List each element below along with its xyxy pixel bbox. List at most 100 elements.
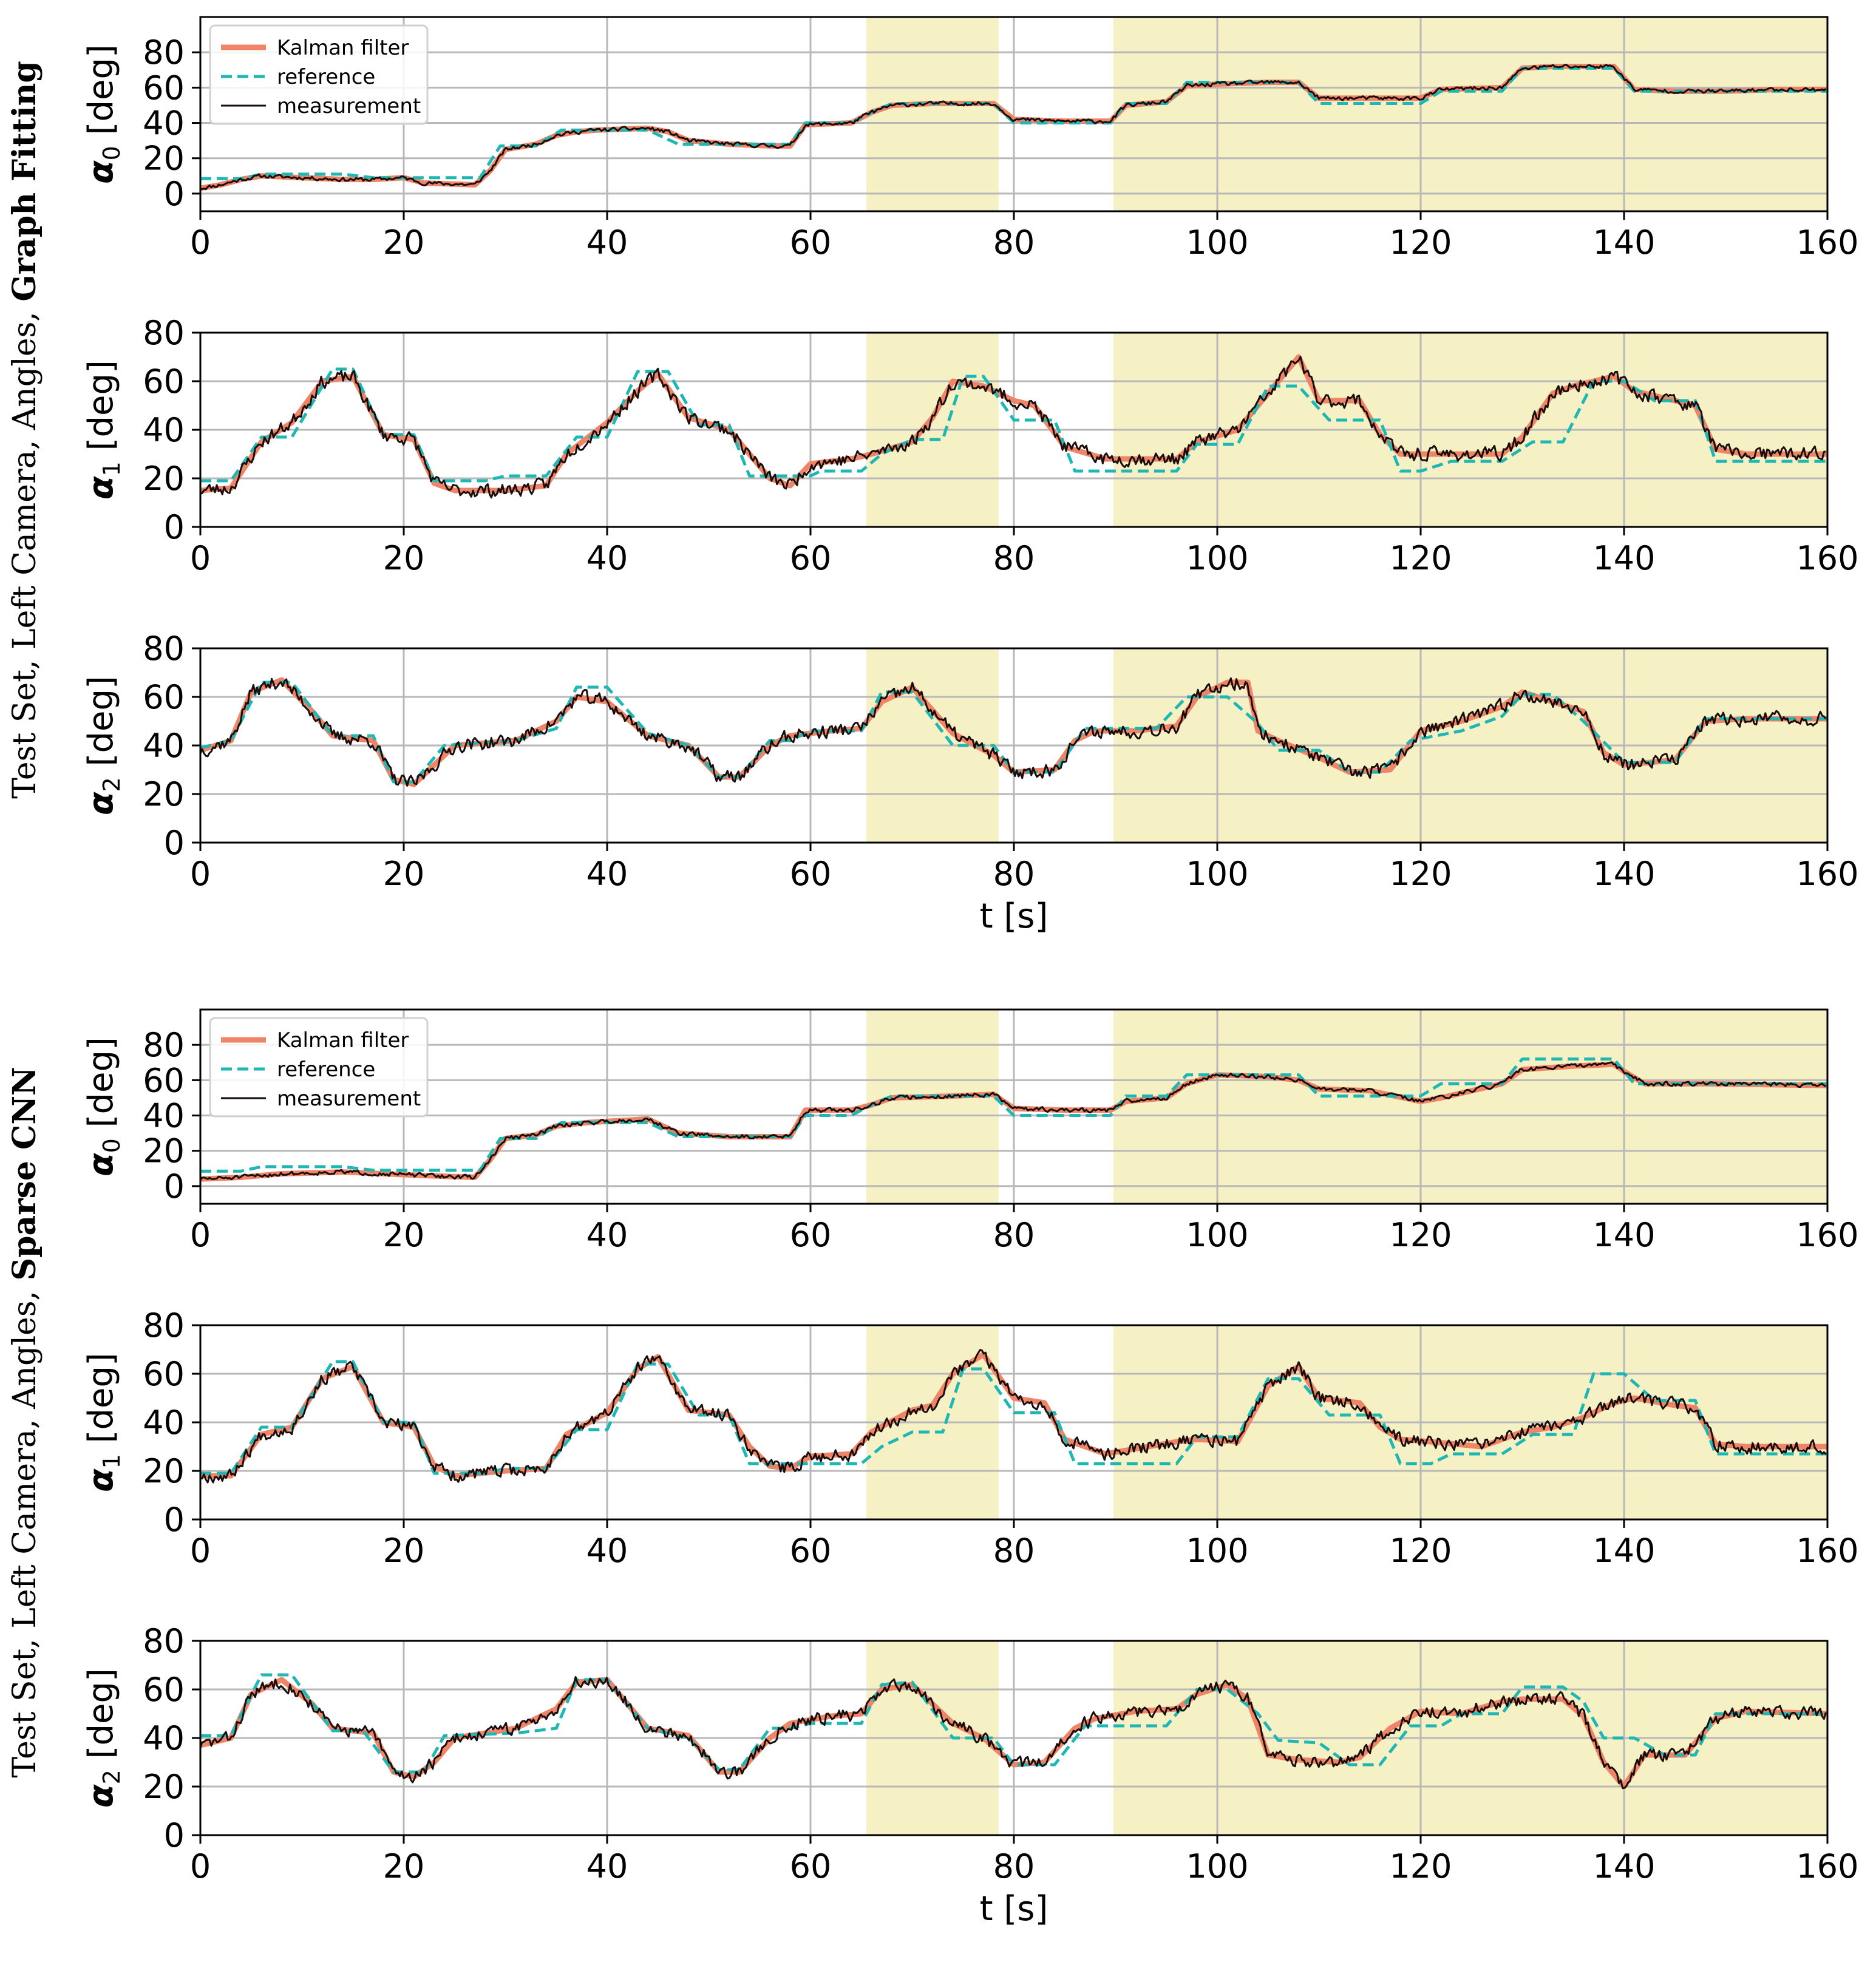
series-measurement <box>200 356 1826 499</box>
y-tick-label: 80 <box>143 1622 185 1660</box>
x-tick-label: 40 <box>586 223 628 262</box>
series-group <box>200 354 1827 499</box>
x-tick-label: 100 <box>1186 539 1248 577</box>
x-tick-label: 60 <box>790 1847 832 1886</box>
x-tick-label: 0 <box>190 855 211 893</box>
x-tick-label: 120 <box>1389 539 1452 577</box>
x-tick-label: 40 <box>586 855 628 893</box>
y-tick-label: 0 <box>164 508 185 546</box>
y-axis-label: α2 [deg] <box>81 1668 125 1808</box>
x-tick-label: 160 <box>1796 539 1858 577</box>
legend-label-reference: reference <box>277 1057 375 1082</box>
legend-label-kalman: Kalman filter <box>277 1028 409 1053</box>
x-axis-label: t [s] <box>980 1889 1048 1929</box>
y-tick-label: 80 <box>143 630 185 668</box>
panel-5: 0 20 40 60 80 100 120 140 160 0 20 40 60 80 α1 [deg] <box>81 1306 1859 1570</box>
y-tick-label: 80 <box>143 33 185 72</box>
x-tick-label: 0 <box>190 223 211 262</box>
legend-label-kalman: Kalman filter <box>277 36 409 60</box>
y-tick-label: 0 <box>164 1167 185 1206</box>
shaded-region <box>1113 1010 1827 1204</box>
x-tick-label: 100 <box>1186 1532 1248 1570</box>
y-tick-label: 60 <box>143 678 185 716</box>
series-measurement <box>200 1676 1827 1790</box>
x-tick-label: 20 <box>383 223 425 262</box>
x-tick-label: 160 <box>1796 855 1858 893</box>
x-tick-label: 80 <box>993 1216 1035 1254</box>
panel-3: 0 20 40 60 80 100 120 140 160 0 20 40 60 80 α2 [deg] t … <box>81 630 1859 936</box>
legend-label-measurement: measurement <box>277 94 421 118</box>
y-tick-label: 40 <box>143 727 185 765</box>
legend-label-reference: reference <box>277 65 375 89</box>
y-axis-label: α0 [deg] <box>81 1037 125 1176</box>
x-tick-label: 80 <box>993 223 1035 262</box>
legend: Kalman filter reference measurement <box>209 24 429 125</box>
x-tick-label: 40 <box>586 1847 628 1886</box>
y-tick-label: 0 <box>164 1501 185 1539</box>
x-tick-label: 0 <box>190 539 211 577</box>
x-tick-label: 160 <box>1796 1847 1858 1886</box>
x-tick-label: 160 <box>1796 1216 1858 1254</box>
legend: Kalman filter reference measurement <box>209 1017 429 1118</box>
x-tick-label: 80 <box>993 539 1035 577</box>
panel-6: 0 20 40 60 80 100 120 140 160 0 20 40 60 80 α2 [deg] t … <box>81 1622 1859 1929</box>
series-measurement <box>200 1061 1827 1181</box>
y-axis-label: α1 [deg] <box>81 360 125 500</box>
x-tick-label: 140 <box>1592 539 1655 577</box>
x-tick-label: 60 <box>790 1532 832 1570</box>
x-tick-label: 100 <box>1186 223 1248 262</box>
x-tick-label: 0 <box>190 1847 211 1886</box>
x-tick-label: 140 <box>1592 1847 1655 1886</box>
group-label-2: Test Set, Left Camera, Angles, Sparse CN… <box>6 1067 43 1777</box>
x-tick-label: 120 <box>1389 1532 1452 1570</box>
y-tick-label: 0 <box>164 1816 185 1855</box>
series-group <box>200 1057 1827 1182</box>
y-tick-label: 80 <box>143 1306 185 1345</box>
y-tick-label: 40 <box>143 1404 185 1442</box>
shaded-region <box>866 17 999 211</box>
y-tick-label: 0 <box>164 824 185 862</box>
series-measurement <box>200 1349 1827 1484</box>
series-reference <box>200 1360 1827 1475</box>
x-tick-label: 20 <box>383 855 425 893</box>
x-tick-label: 20 <box>383 1847 425 1886</box>
y-axis-label: α0 [deg] <box>81 44 125 184</box>
y-tick-label: 20 <box>143 1132 185 1170</box>
y-tick-label: 60 <box>143 1061 185 1099</box>
y-tick-label: 20 <box>143 1452 185 1490</box>
series-measurement <box>200 64 1827 191</box>
x-tick-label: 0 <box>190 1216 211 1254</box>
x-axis-label: t [s] <box>980 897 1048 936</box>
x-tick-label: 160 <box>1796 1532 1858 1570</box>
y-tick-label: 20 <box>143 1768 185 1806</box>
y-axis-label: α2 [deg] <box>81 676 125 815</box>
series-group <box>200 1349 1827 1484</box>
group-label-1: Test Set, Left Camera, Angles, Graph Fit… <box>6 61 43 799</box>
x-tick-label: 80 <box>993 1847 1035 1886</box>
x-tick-label: 80 <box>993 1532 1035 1570</box>
x-tick-label: 120 <box>1389 1847 1452 1886</box>
y-tick-label: 60 <box>143 362 185 401</box>
x-tick-label: 100 <box>1186 1847 1248 1886</box>
x-tick-label: 100 <box>1186 855 1248 893</box>
x-tick-label: 120 <box>1389 1216 1452 1254</box>
series-reference <box>200 367 1827 483</box>
series-reference <box>200 681 1827 784</box>
x-tick-label: 60 <box>790 855 832 893</box>
series-group <box>200 1673 1827 1790</box>
y-tick-label: 60 <box>143 69 185 107</box>
y-tick-label: 80 <box>143 1026 185 1064</box>
y-tick-label: 40 <box>143 1097 185 1135</box>
y-tick-label: 20 <box>143 140 185 178</box>
x-tick-label: 140 <box>1592 223 1655 262</box>
series-measurement <box>200 677 1827 787</box>
y-tick-label: 40 <box>143 104 185 143</box>
x-tick-label: 40 <box>586 539 628 577</box>
x-tick-label: 20 <box>383 539 425 577</box>
y-tick-label: 60 <box>143 1355 185 1393</box>
shaded-region <box>1113 17 1827 211</box>
